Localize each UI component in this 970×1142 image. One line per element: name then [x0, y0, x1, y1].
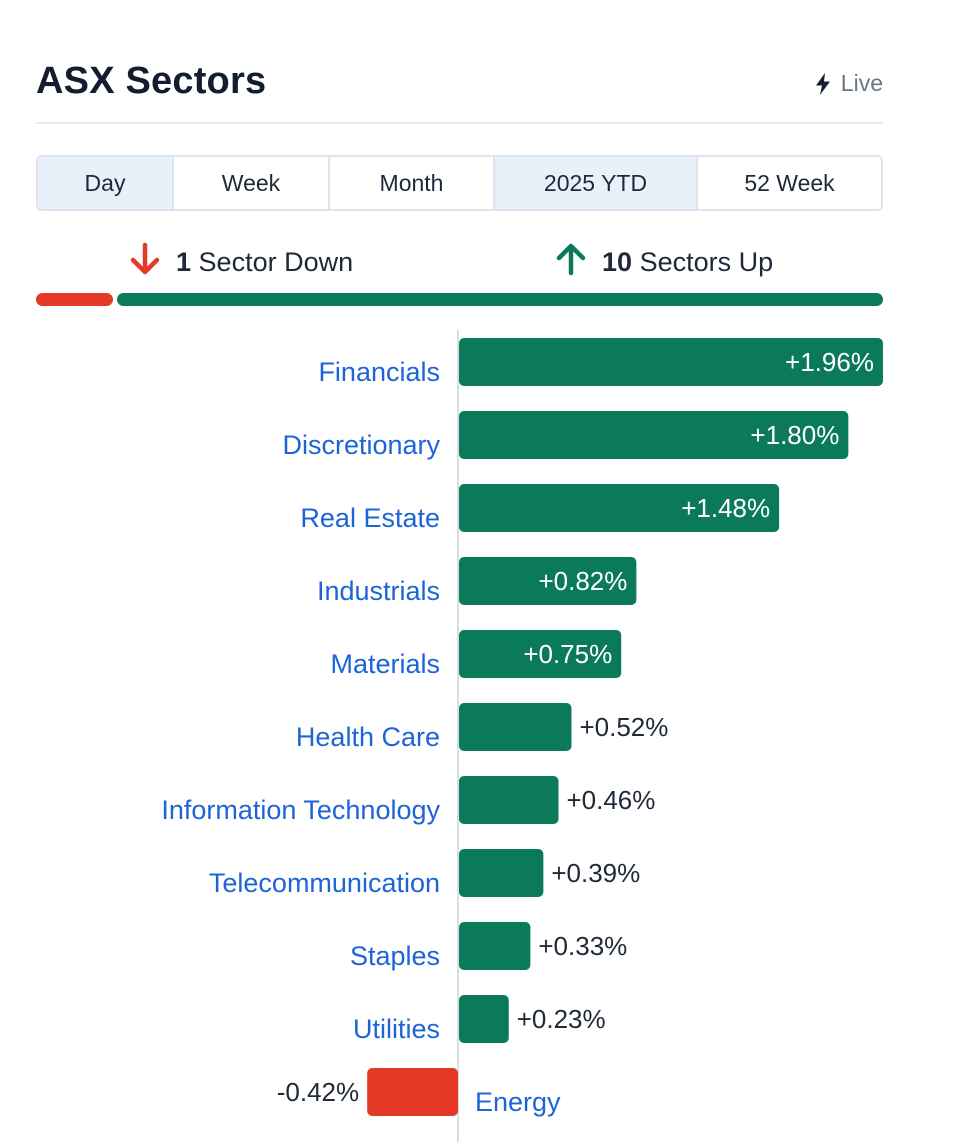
widget-header: ASX Sectors Live — [36, 0, 883, 124]
sectors-up-summary: 10 Sectors Up — [554, 240, 773, 284]
bar-health-care[interactable] — [459, 703, 572, 751]
sector-label-discretionary[interactable]: Discretionary — [282, 430, 440, 460]
sector-performance-chart: Financials +1.96% Discretionary +1.80% Real … — [161, 330, 883, 1142]
value-label-materials: +0.75% — [523, 639, 612, 669]
sectors-down-text: Sector Down — [198, 246, 354, 277]
sector-label-telecommunication[interactable]: Telecommunication — [209, 868, 440, 898]
sector-label-staples[interactable]: Staples — [350, 941, 440, 971]
sector-ratio-bar — [36, 293, 883, 306]
ratio-bar-down — [36, 293, 113, 306]
value-label-information-technology: +0.46% — [566, 785, 655, 815]
sector-label-financials[interactable]: Financials — [318, 357, 440, 387]
tab-month[interactable]: Month — [330, 157, 495, 209]
sectors-up-text: Sectors Up — [639, 246, 774, 277]
asx-sectors-widget: ASX Sectors Live Day Week Month 2025 YTD… — [36, 0, 883, 1142]
sector-label-health-care[interactable]: Health Care — [296, 722, 440, 752]
bar-staples[interactable] — [459, 922, 531, 970]
tab-2025-ytd[interactable]: 2025 YTD — [495, 157, 698, 209]
value-label-staples: +0.33% — [538, 931, 627, 961]
value-label-energy: -0.42% — [277, 1077, 359, 1107]
value-label-utilities: +0.23% — [517, 1004, 606, 1034]
ratio-bar-up — [117, 293, 883, 306]
tab-52-week[interactable]: 52 Week — [698, 157, 881, 209]
bar-industrials[interactable] — [459, 557, 637, 605]
value-label-industrials: +0.82% — [538, 566, 627, 596]
sector-label-energy[interactable]: Energy — [475, 1087, 561, 1117]
value-label-health-care: +0.52% — [579, 712, 668, 742]
sector-label-industrials[interactable]: Industrials — [317, 576, 440, 606]
sectors-down-count: 1 — [176, 246, 192, 277]
bar-utilities[interactable] — [459, 995, 509, 1043]
sectors-up-count: 10 — [602, 246, 633, 277]
widget-title: ASX Sectors — [36, 60, 267, 102]
value-label-real-estate: +1.48% — [681, 493, 770, 523]
bar-materials[interactable] — [459, 630, 622, 678]
value-label-telecommunication: +0.39% — [551, 858, 640, 888]
sector-label-information-technology[interactable]: Information Technology — [161, 795, 440, 825]
tab-day[interactable]: Day — [38, 157, 174, 209]
sector-label-utilities[interactable]: Utilities — [353, 1014, 440, 1044]
value-label-discretionary: +1.80% — [750, 420, 839, 450]
lightning-bolt-icon — [815, 72, 831, 95]
live-indicator: Live — [815, 70, 883, 97]
value-label-financials: +1.96% — [785, 347, 874, 377]
bar-discretionary[interactable] — [459, 411, 849, 459]
sector-label-materials[interactable]: Materials — [330, 649, 440, 679]
bar-financials[interactable] — [459, 338, 883, 386]
tab-week[interactable]: Week — [174, 157, 330, 209]
sectors-down-summary: 1 Sector Down — [128, 240, 353, 284]
arrow-down-icon — [128, 242, 162, 283]
sector-label-real-estate[interactable]: Real Estate — [300, 503, 440, 533]
live-label: Live — [840, 70, 883, 96]
bar-real-estate[interactable] — [459, 484, 780, 532]
period-tabs: Day Week Month 2025 YTD 52 Week — [36, 155, 883, 211]
bar-telecommunication[interactable] — [459, 849, 544, 897]
arrow-up-icon — [554, 242, 588, 283]
bar-information-technology[interactable] — [459, 776, 559, 824]
bar-energy[interactable] — [367, 1068, 458, 1116]
